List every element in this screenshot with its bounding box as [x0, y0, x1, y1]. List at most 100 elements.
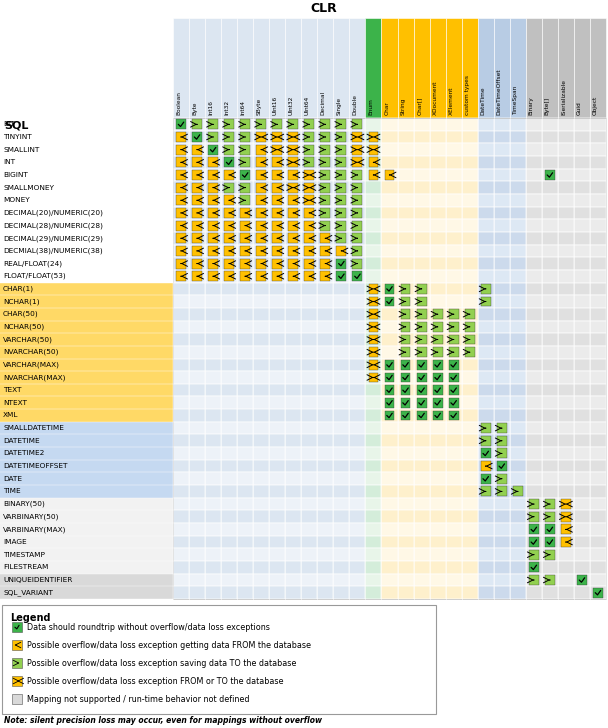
Bar	[189, 346, 205, 358]
Bar	[478, 156, 494, 169]
Bar	[189, 270, 205, 282]
Bar	[590, 460, 606, 472]
Bar	[398, 574, 413, 586]
Bar	[494, 18, 510, 118]
Bar	[350, 118, 365, 130]
Bar	[253, 397, 269, 409]
Bar	[494, 498, 510, 510]
Bar	[478, 346, 494, 358]
Bar	[237, 181, 253, 194]
Bar	[510, 130, 526, 143]
Bar	[285, 358, 302, 371]
Bar	[269, 232, 285, 245]
Text: String: String	[401, 98, 406, 115]
Bar	[381, 358, 398, 371]
Bar	[253, 18, 269, 118]
Bar	[350, 447, 365, 460]
Bar	[221, 245, 237, 257]
Bar	[446, 257, 461, 270]
Bar	[416, 309, 426, 319]
Bar	[302, 460, 317, 472]
Bar	[189, 548, 205, 561]
Bar	[224, 183, 234, 192]
Bar	[461, 143, 478, 156]
Bar	[558, 143, 574, 156]
Bar	[558, 18, 574, 118]
Bar	[558, 207, 574, 219]
Bar	[176, 132, 186, 142]
Bar	[542, 586, 558, 599]
Text: TIME: TIME	[3, 488, 21, 494]
Bar	[449, 385, 458, 395]
Bar	[590, 574, 606, 586]
Bar	[558, 371, 574, 384]
Bar	[173, 574, 189, 586]
Bar	[0, 320, 173, 333]
Bar	[176, 119, 186, 130]
Bar	[529, 524, 539, 534]
Bar	[416, 296, 426, 306]
Bar	[430, 435, 446, 447]
Bar	[333, 447, 350, 460]
Bar	[381, 548, 398, 561]
Bar	[192, 132, 202, 142]
Bar	[189, 536, 205, 548]
Bar	[446, 358, 461, 371]
Bar	[478, 181, 494, 194]
Bar	[305, 183, 314, 192]
Bar	[0, 296, 173, 308]
Bar	[173, 586, 189, 599]
Bar	[333, 18, 350, 118]
Bar	[446, 548, 461, 561]
Bar	[336, 195, 347, 205]
Bar	[0, 485, 173, 498]
Bar	[446, 536, 461, 548]
Bar	[413, 270, 430, 282]
Bar	[461, 333, 478, 346]
Bar	[173, 371, 189, 384]
Bar	[237, 118, 253, 130]
Bar	[176, 221, 186, 231]
Bar	[221, 498, 237, 510]
Bar	[221, 308, 237, 320]
Bar	[237, 333, 253, 346]
Bar	[0, 523, 173, 536]
Bar	[461, 320, 478, 333]
Bar	[461, 296, 478, 308]
Bar	[302, 296, 317, 308]
Bar	[526, 320, 542, 333]
Bar	[461, 548, 478, 561]
Bar	[208, 272, 218, 281]
Text: CLR: CLR	[311, 2, 337, 15]
Bar	[478, 510, 494, 523]
Bar	[240, 272, 250, 281]
Bar	[253, 510, 269, 523]
Bar	[478, 371, 494, 384]
Bar	[590, 548, 606, 561]
Bar	[0, 435, 173, 447]
Bar	[494, 333, 510, 346]
Bar	[526, 18, 542, 118]
Bar	[269, 586, 285, 599]
Bar	[253, 282, 269, 296]
Bar	[205, 435, 221, 447]
Bar	[365, 257, 381, 270]
Bar	[365, 207, 381, 219]
Bar	[353, 119, 362, 130]
Bar	[320, 233, 330, 243]
Bar	[333, 207, 350, 219]
Bar	[320, 157, 330, 167]
Bar	[173, 118, 606, 599]
Bar	[385, 170, 395, 180]
Bar	[353, 258, 362, 269]
Bar	[381, 296, 398, 308]
Bar	[558, 510, 574, 523]
Bar	[494, 586, 510, 599]
Bar	[333, 143, 350, 156]
Bar	[433, 411, 443, 420]
Bar	[173, 548, 189, 561]
Bar	[237, 460, 253, 472]
Bar	[0, 561, 173, 574]
Bar	[478, 384, 494, 397]
Bar	[350, 358, 365, 371]
